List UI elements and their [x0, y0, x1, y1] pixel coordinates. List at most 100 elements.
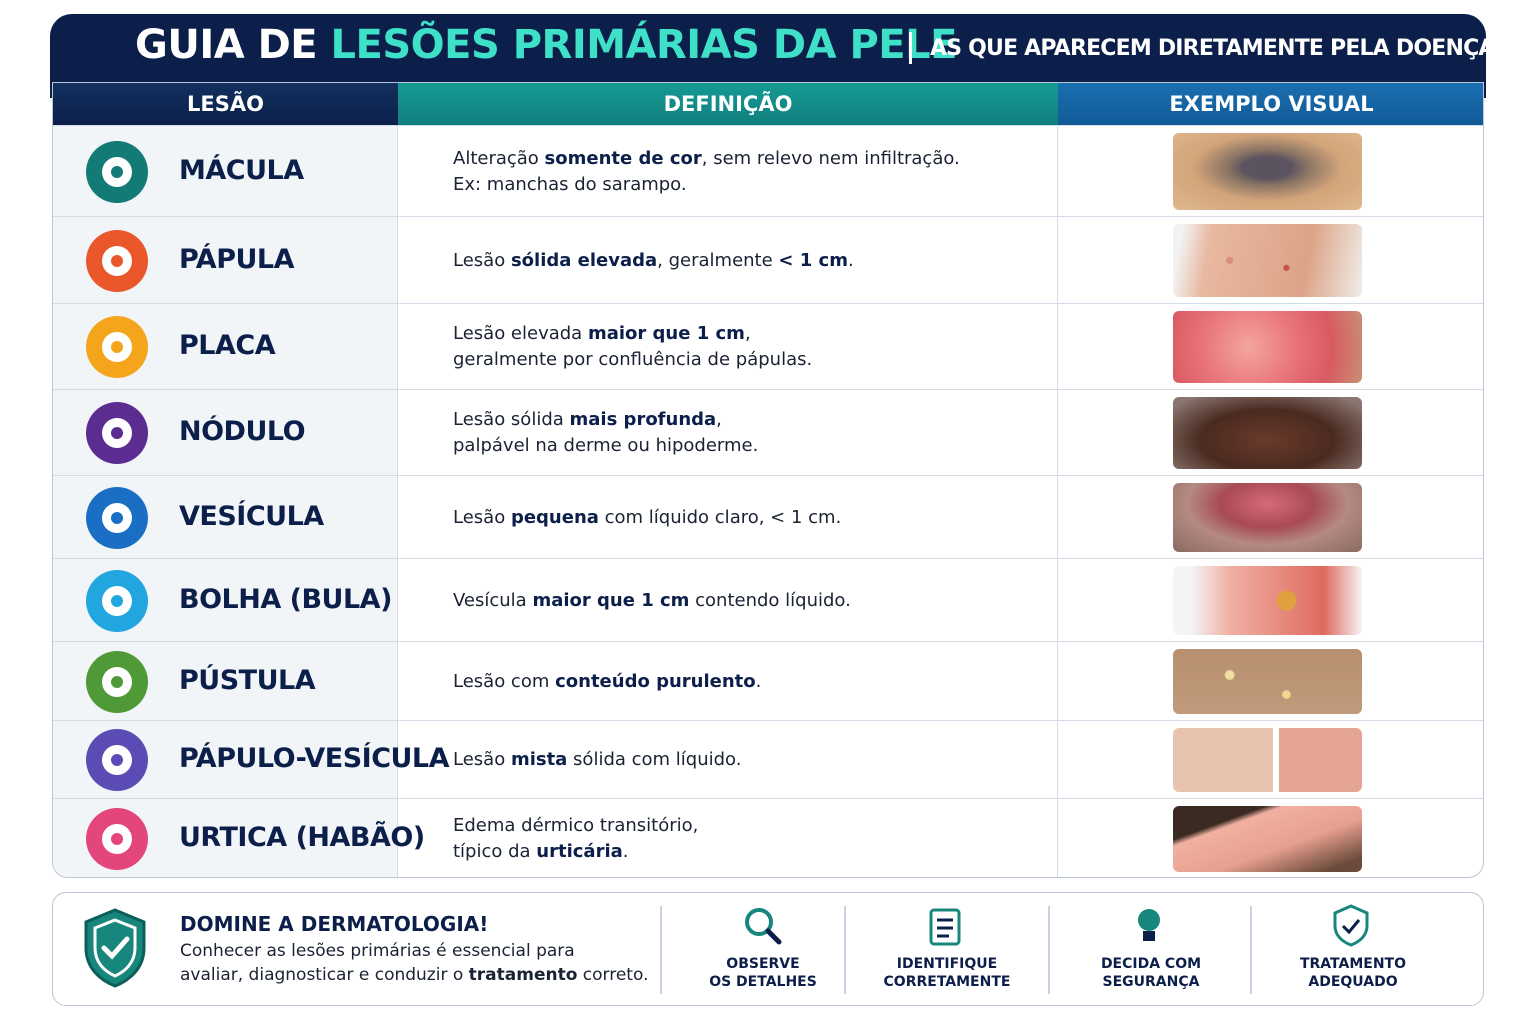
text-line: típico da urticária. [453, 839, 698, 865]
lesion-icon [86, 486, 148, 549]
text-line: Lesão com conteúdo purulento. [453, 669, 761, 695]
footer [52, 892, 1484, 1006]
text-line: Ex: manchas do sarampo. [453, 172, 960, 198]
text: Lesão com [453, 670, 556, 692]
definition: Lesão com conteúdo purulento. [453, 669, 761, 695]
text: palpável na derme ou hipoderme. [453, 435, 759, 456]
example-image [1173, 397, 1362, 469]
table-row: PÁPULA Lesão sólida elevada, geralmente <… [53, 216, 1483, 303]
definition: Lesão elevada maior que 1 cm, geralmente … [453, 321, 812, 373]
example-image [1173, 728, 1362, 792]
footer-separator [660, 906, 662, 994]
lesion-name: PLACA [179, 330, 276, 361]
example-image [1173, 649, 1362, 714]
table-row: PLACA Lesão elevada maior que 1 cm, geralm… [53, 303, 1483, 389]
text-line: Lesão mista sólida com líquido. [453, 747, 741, 773]
definition: Lesão sólida elevada, geralmente < 1 cm. [453, 248, 854, 274]
feature-icon [1333, 904, 1369, 947]
bold-text: somente de cor [544, 147, 702, 169]
text: , [716, 409, 722, 430]
table-row: PÁPULO-VESÍCULA Lesão mista sólida com lí… [53, 720, 1483, 798]
table-row: MÁCULA Alteração somente de cor, sem rele… [53, 125, 1483, 216]
table: LESÃO DEFINIÇÃO EXEMPLO VISUAL MÁCULA Altera… [52, 82, 1484, 878]
lesion-name: VESÍCULA [179, 500, 324, 532]
lesion-name: BOLHA (BULA) [179, 583, 392, 615]
bold-text: urticária [536, 841, 623, 862]
feature-label: IDENTIFIQUE CORRETAMENTE [852, 955, 1042, 991]
bold-text: maior que 1 cm [532, 589, 690, 611]
example-image [1173, 224, 1362, 297]
text: Conhecer as lesões primárias é essencial… [180, 941, 575, 961]
text: Ex: manchas do sarampo. [453, 173, 687, 195]
definition-cell [398, 799, 1058, 877]
lesion-icon [86, 140, 148, 203]
definition: Lesão pequena com líquido claro, < 1 cm. [453, 505, 841, 531]
text: Lesão sólida [453, 409, 570, 430]
feature-label: OBSERVE OS DETALHES [668, 955, 858, 991]
definition-cell [398, 304, 1058, 389]
footer-text: Conhecer as lesões primárias é essencial… [180, 939, 648, 987]
lesion-icon [86, 569, 148, 632]
text-line: Lesão sólida mais profunda, [453, 407, 758, 433]
feature-line: CORRETAMENTE [883, 974, 1011, 990]
example-image [1173, 133, 1362, 210]
text: contendo líquido. [689, 589, 851, 611]
table-row: BOLHA (BULA) Vesícula maior que 1 cm cont… [53, 558, 1483, 641]
text: com líquido claro, < 1 cm. [598, 506, 842, 528]
text: . [622, 841, 629, 862]
definition: Vesícula maior que 1 cm contendo líquido… [453, 588, 851, 614]
text: , [744, 323, 751, 344]
feature-label: DECIDA COM SEGURANÇA [1056, 955, 1246, 991]
column-header: EXEMPLO VISUAL [1058, 83, 1483, 125]
feature-line: ADEQUADO [1308, 974, 1398, 990]
table-row: NÓDULO Lesão sólida mais profunda, palpáve… [53, 389, 1483, 475]
definition-cell [398, 217, 1058, 303]
bold-text: pequena [510, 506, 599, 528]
definition: Lesão mista sólida com líquido. [453, 747, 741, 773]
table-row: VESÍCULA Lesão pequena com líquido claro,… [53, 475, 1483, 558]
text: típico da [453, 841, 537, 862]
separator [909, 32, 912, 64]
table-row: PÚSTULA Lesão com conteúdo purulento. [53, 641, 1483, 720]
text-line: Lesão sólida elevada, geralmente < 1 cm. [453, 248, 854, 274]
subtitle: AS QUE APARECEM DIRETAMENTE PELA DOENÇA [930, 36, 1495, 61]
lesion-icon [86, 229, 148, 292]
definition: Lesão sólida mais profunda, palpável na d… [453, 407, 758, 459]
title-text: GUIA DE [135, 22, 318, 68]
text: Lesão [453, 749, 511, 770]
definition-cell [398, 126, 1058, 216]
text-line: Lesão pequena com líquido claro, < 1 cm. [453, 505, 841, 531]
feature-line: IDENTIFIQUE [896, 956, 998, 972]
text: geralmente por confluência de pápulas. [453, 349, 813, 370]
text-line: avaliar, diagnosticar e conduzir o trata… [180, 963, 648, 987]
text: correto. [577, 965, 649, 985]
text: , sem relevo nem infiltração. [701, 147, 960, 169]
bold-text: mais profunda [569, 409, 717, 430]
definition-cell [398, 721, 1058, 798]
column-header: DEFINIÇÃO [398, 83, 1058, 125]
lesion-icon [86, 729, 148, 791]
text-line: Vesícula maior que 1 cm contendo líquido… [453, 588, 851, 614]
column-header: LESÃO [53, 83, 398, 125]
definition-cell [398, 476, 1058, 558]
lesion-icon [86, 650, 148, 713]
text: sólida com líquido. [567, 749, 742, 770]
text: Lesão [453, 249, 511, 271]
footer-separator [1048, 906, 1050, 994]
bold-text: maior que 1 cm [587, 323, 745, 344]
text-line: Edema dérmico transitório, [453, 813, 698, 839]
footer-separator [844, 906, 846, 994]
text: Alteração [453, 147, 545, 169]
lesion-icon [86, 316, 148, 378]
feature-line: TRATAMENTO [1299, 956, 1407, 972]
text: Vesícula [453, 589, 533, 611]
bold-text: sólida elevada [510, 249, 658, 271]
text-line: Conhecer as lesões primárias é essencial… [180, 939, 648, 963]
feature-icon [929, 908, 961, 946]
lesion-name: URTICA (HABÃO) [179, 822, 425, 853]
text: . [755, 670, 762, 692]
text: Lesão elevada [453, 323, 588, 344]
bold-text: conteúdo purulento [555, 670, 756, 692]
text: Lesão [453, 506, 511, 528]
